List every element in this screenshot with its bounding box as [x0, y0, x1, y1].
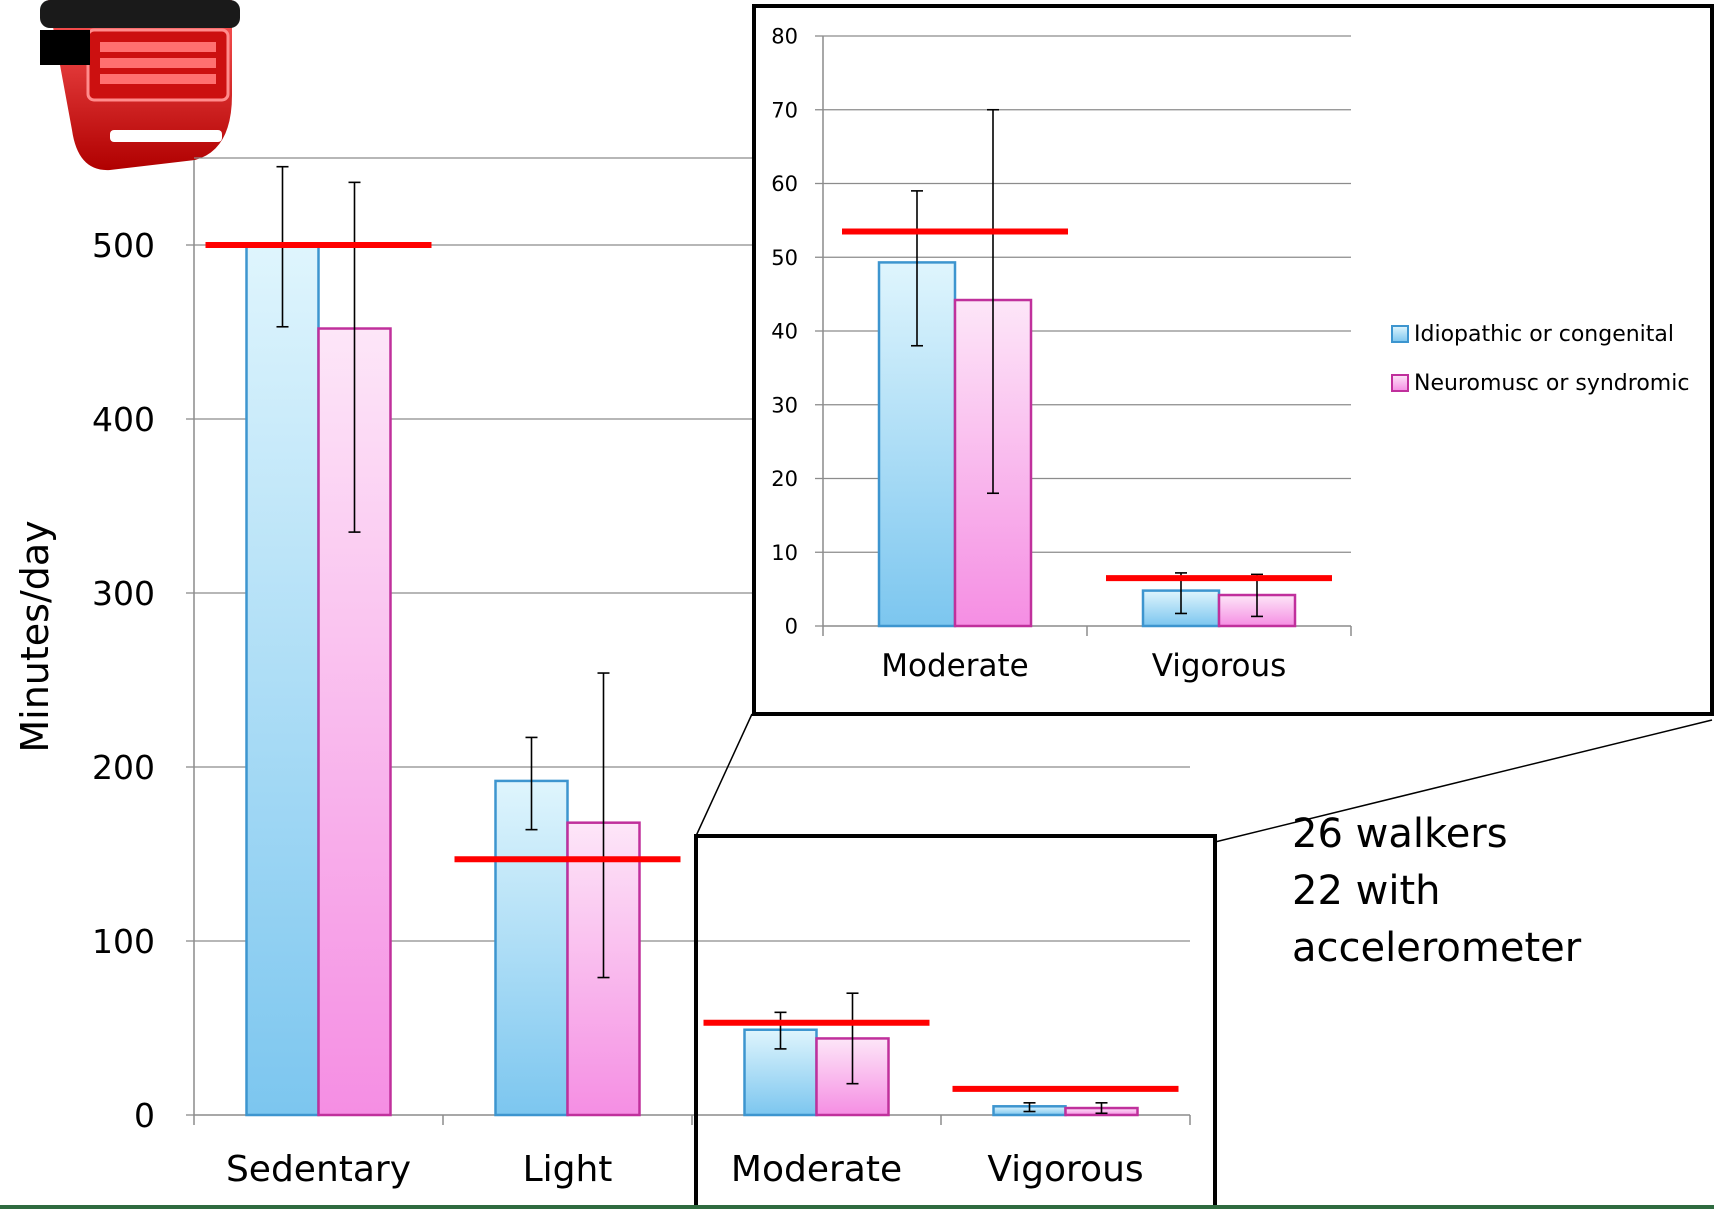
category-label: Light: [523, 1149, 613, 1190]
y-tick-label: 10: [771, 541, 798, 565]
category-label: Moderate: [731, 1149, 902, 1190]
legend-label: Neuromusc or syndromic: [1414, 371, 1689, 396]
y-tick-label: 40: [771, 320, 798, 344]
bar-idiopathic: [877, 261, 957, 628]
y-tick-label: 200: [92, 748, 155, 787]
zoom-box: [694, 834, 1217, 1209]
y-tick-label: 100: [92, 922, 155, 961]
y-tick-label: 500: [92, 226, 155, 265]
y-axis-label: Minutes/day: [13, 520, 57, 752]
inset-bars: Moderate Vigorous: [842, 108, 1332, 684]
y-tick-label: 0: [134, 1096, 155, 1135]
zoom-connector-right: [1214, 719, 1713, 843]
note-line-3: accelerometer: [1292, 925, 1582, 971]
legend-swatch: [1391, 374, 1409, 392]
y-tick-label: 0: [785, 615, 798, 639]
bar-idiopathic: [245, 243, 320, 1117]
category-label: Sedentary: [226, 1149, 411, 1190]
accelerometer-device-icon: [40, 0, 240, 171]
note-line-1: 26 walkers: [1292, 811, 1508, 857]
zoom-connector-left: [695, 713, 753, 837]
inset-gridlines: 0 10 20 30 40 50 60 70 80: [771, 25, 1352, 639]
category-label: Moderate: [881, 648, 1028, 684]
main-bars: Sedentary Light Moderate Vigorous: [205, 165, 1179, 1190]
legend-swatch: [1391, 325, 1409, 343]
y-tick-label: 30: [771, 393, 798, 417]
y-tick-label: 60: [771, 172, 798, 196]
y-tick-label: 300: [92, 574, 155, 613]
sample-note: 26 walkers 22 with accelerometer: [1292, 806, 1581, 977]
category-label: Vigorous: [1152, 648, 1287, 684]
accent-strip: [0, 1205, 1714, 1209]
bar-idiopathic: [494, 779, 569, 1117]
note-line-2: 22 with: [1292, 868, 1441, 914]
y-tick-label: 400: [92, 400, 155, 439]
y-tick-label: 50: [771, 246, 798, 270]
legend-label: Idiopathic or congenital: [1414, 322, 1674, 347]
category-label: Vigorous: [987, 1149, 1143, 1190]
y-tick-label: 20: [771, 467, 798, 491]
y-tick-label: 80: [771, 25, 798, 49]
legend: Idiopathic or congenital Neuromusc or syn…: [1391, 322, 1689, 396]
y-tick-label: 70: [771, 98, 798, 122]
